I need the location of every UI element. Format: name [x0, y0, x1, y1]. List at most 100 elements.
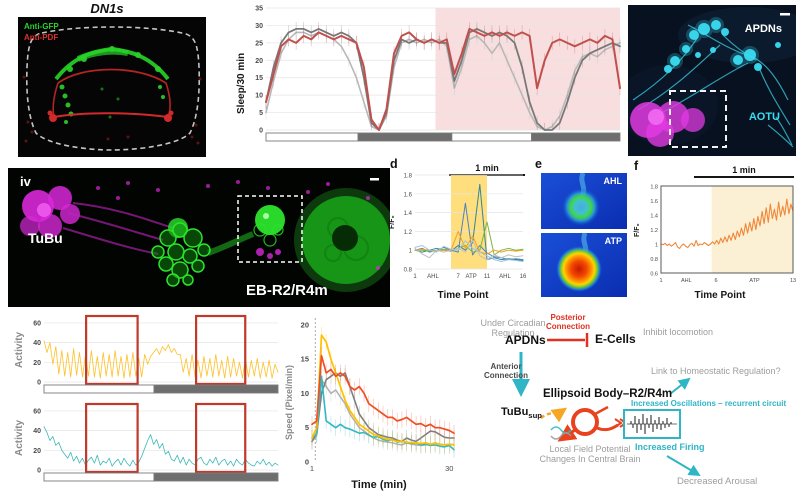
panel-apdns-image: APDNs AOTU	[618, 5, 800, 156]
dn1s-micrograph	[18, 17, 206, 157]
dff_single-ytick: 1	[655, 243, 658, 249]
sleep-ytick: 0	[259, 128, 263, 135]
dn1s-image: Anti-GFP Anti-PDF	[18, 17, 206, 157]
speed-canvas: 0 5 10 15 20 1 30	[301, 318, 455, 473]
dff_single-xtick: ATP	[749, 278, 760, 284]
dff_multi-ytick: 0.8	[404, 268, 413, 274]
atp-pseudocolor	[541, 232, 627, 297]
decreased-arousal-label: Decreased Arousal	[677, 476, 758, 487]
panel-e-letter: e	[535, 157, 542, 171]
activity_bottom-ytick: 0	[37, 468, 41, 475]
sleep-ytick: 35	[255, 6, 263, 13]
activity_top-ytick: 40	[33, 340, 41, 347]
dff_single-series-gcamp-trace	[660, 198, 794, 249]
dff_single-ytick: 1.8	[650, 185, 658, 191]
lfp-line2: Changes In Central Brain	[539, 454, 641, 465]
under-circadian-label: Under Circadian Regulation	[480, 318, 546, 339]
panel-speed: Speed (Pixel/min) 0 5 10 15 20 1 30 Time (min)	[284, 310, 462, 497]
dff_multi-xtick: ATP	[466, 274, 477, 280]
dff_single-canvas: 0.6 0.8 1 1.2 1.4 1.6 1.8 1 AHL 6 ATP 13	[650, 185, 796, 285]
eb-r2-r4m-label: EB-R2/R4m	[246, 282, 328, 299]
panel-activity-bottom: Activity 0 20 40 60	[12, 398, 288, 488]
speed-xtick: 30	[445, 464, 453, 473]
panel-f-x-axis-label: Time Point	[694, 290, 746, 301]
firing-waveform-box	[623, 409, 681, 439]
activity_top-series-fly-activity-orange	[43, 340, 279, 379]
activity_top-highlight-rect	[195, 314, 247, 386]
dff_multi-ytick: 1.2	[404, 230, 413, 236]
diagram-apdns-node: APDNs	[505, 333, 546, 347]
sleep-ytick: 25	[255, 40, 263, 47]
activity_bottom-highlight-rect	[195, 402, 247, 474]
tubu-panel-letter: iv	[20, 174, 31, 189]
activity_top-canvas: 0 20 40 60	[33, 314, 279, 394]
dff_single-xtick: 6	[714, 278, 717, 284]
panel-d: d 1 min F/F₀ 0.8 1 1.2 1.4 1.6 1.8 1 AHL 7 ATP 11 A…	[388, 157, 529, 305]
apdns-micrograph	[618, 5, 800, 156]
aotu-label: AOTU	[748, 111, 780, 123]
dn1s-anti-gfp-label: Anti-GFP	[24, 22, 59, 31]
decreased-arousal-arrow	[666, 455, 701, 477]
dff_multi-xtick: 1	[413, 274, 417, 280]
sleep-ytick: 15	[255, 75, 263, 82]
panel-dn1s: DN1s	[8, 0, 206, 162]
dff_single-ytick: 1.2	[650, 228, 658, 234]
activity_top-ytick: 0	[37, 380, 41, 387]
speed-ytick: 0	[305, 458, 309, 467]
tubu-node-text: TuBu	[501, 406, 529, 418]
speed-ytick: 15	[301, 355, 309, 364]
dff_single-ytick: 1.6	[650, 199, 658, 205]
sleep-photoperiod-dark	[357, 132, 453, 142]
recurrent-circuit-icon	[550, 405, 628, 442]
dff_multi-xtick: AHL	[427, 274, 439, 280]
apdns-label: APDNs	[744, 23, 782, 35]
activity-bottom-chart: 0 20 40 60	[24, 400, 284, 486]
dff_single-ytick: 0.6	[650, 272, 658, 278]
speed-ytick: 10	[301, 389, 309, 398]
panel-f-y-axis-label: F/F₀	[634, 223, 641, 237]
homeostatic-link-label: Link to Homeostatic Regulation?	[651, 366, 781, 376]
activity_bottom-photoperiod-dark	[153, 472, 279, 482]
panel-d-letter: d	[390, 157, 398, 171]
dff_multi-xtick: 11	[484, 274, 491, 280]
dff_multi-xtick: 7	[457, 274, 461, 280]
dff-multi-chart: 0.8 1 1.2 1.4 1.6 1.8 1 AHL 7 ATP 11 AHL 16	[400, 171, 527, 283]
activity_top-ytick: 20	[33, 360, 41, 367]
increased-firing-label: Increased Firing	[635, 442, 705, 452]
panel-e: e AHL	[529, 157, 629, 305]
dff_multi-ytick: 1.8	[404, 174, 413, 180]
activity_bottom-highlight-rect	[85, 402, 139, 474]
tubu-label: TuBu	[28, 230, 63, 246]
activity_bottom-ytick: 60	[33, 408, 41, 415]
dff_multi-xtick: AHL	[499, 274, 511, 280]
dff_multi-series-cell-5	[414, 240, 524, 261]
dff_multi-ytick: 1.4	[404, 211, 413, 217]
panel-f-scalebar: 1 min	[694, 165, 794, 178]
dff_single-ytick: 0.8	[650, 257, 658, 263]
panel-d-y-axis-label: F/F₀	[389, 215, 396, 229]
speed-ytick: 20	[301, 320, 309, 329]
panel-tubu-image: iv TuBu EB-R2/R4m	[8, 168, 398, 307]
sleep-series-experimental-red	[265, 27, 621, 131]
dff_multi-ytick: 1.6	[404, 192, 413, 198]
atp-cell-image: ATP	[541, 232, 627, 297]
sleep-canvas: 0 5 10 15 20 25 30 35	[255, 6, 621, 142]
panel-d-x-axis-label: Time Point	[437, 290, 489, 301]
diagram-tubu-node: TuBusup	[501, 406, 542, 421]
speed-y-axis-label: Speed (Pixel/min)	[284, 364, 294, 440]
sleep-ytick: 20	[255, 58, 263, 65]
tubu-node-subscript: sup	[528, 411, 542, 421]
panel-sleep-profile: Sleep/30 min 0 5 10 15 20 25 30 35	[230, 2, 626, 158]
dff_multi-ytick: 1	[409, 249, 413, 255]
ahl-cell-image: AHL	[541, 172, 627, 229]
sleep-ytick: 10	[255, 93, 263, 100]
speed-xtick: 1	[310, 464, 314, 473]
speed-x-axis-label: Time (min)	[351, 479, 407, 491]
lfp-label: Local Field Potential Changes In Central…	[529, 444, 651, 465]
dff_single-xtick: 13	[790, 278, 796, 284]
sleep-ytick: 30	[255, 23, 263, 30]
dff_multi-canvas: 0.811.21.41.61.81 AHL 7 ATP 11 AHL 16	[404, 174, 527, 281]
lfp-line1: Local Field Potential	[549, 444, 631, 454]
activity_top-photoperiod-light	[43, 384, 155, 394]
